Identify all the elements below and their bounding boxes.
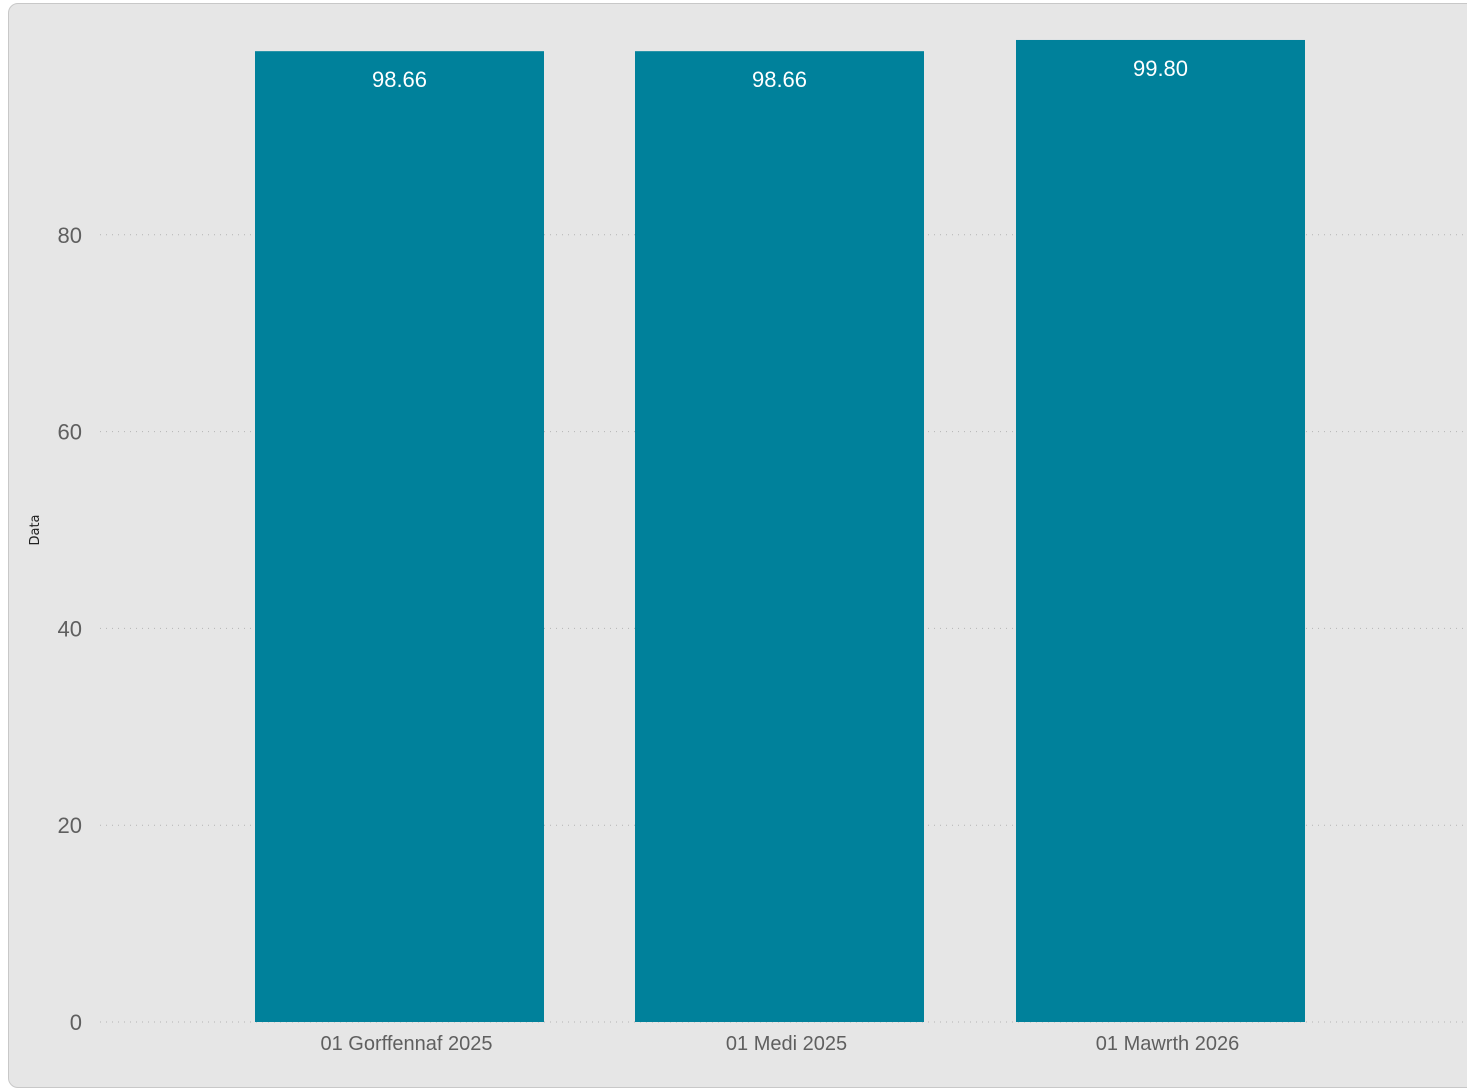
bar-value-label: 98.66 [372,67,427,92]
data-labels: 98.66 98.66 99.80 [372,56,1188,92]
bar-1[interactable] [255,51,544,1022]
y-tick-label: 20 [58,813,82,838]
y-tick-label: 60 [58,420,82,445]
x-category-label: 01 Gorffennaf 2025 [321,1033,493,1055]
x-axis-categories: 01 Gorffennaf 2025 01 Medi 2025 01 Mawrth … [321,1033,1240,1055]
y-axis-title: Data [28,514,43,545]
bar-value-label: 99.80 [1133,56,1188,81]
bar-value-label: 98.66 [752,67,807,92]
bars [255,39,1305,1022]
x-category-label: 01 Mawrth 2026 [1096,1033,1239,1055]
y-axis-ticks: 0 20 40 60 80 [58,223,82,1035]
y-tick-label: 0 [70,1010,82,1035]
y-tick-label: 40 [58,616,82,641]
bar-2[interactable] [635,51,924,1022]
x-category-label: 01 Medi 2025 [726,1033,847,1055]
y-tick-label: 80 [58,223,82,248]
bar-3[interactable] [1016,39,1305,1022]
